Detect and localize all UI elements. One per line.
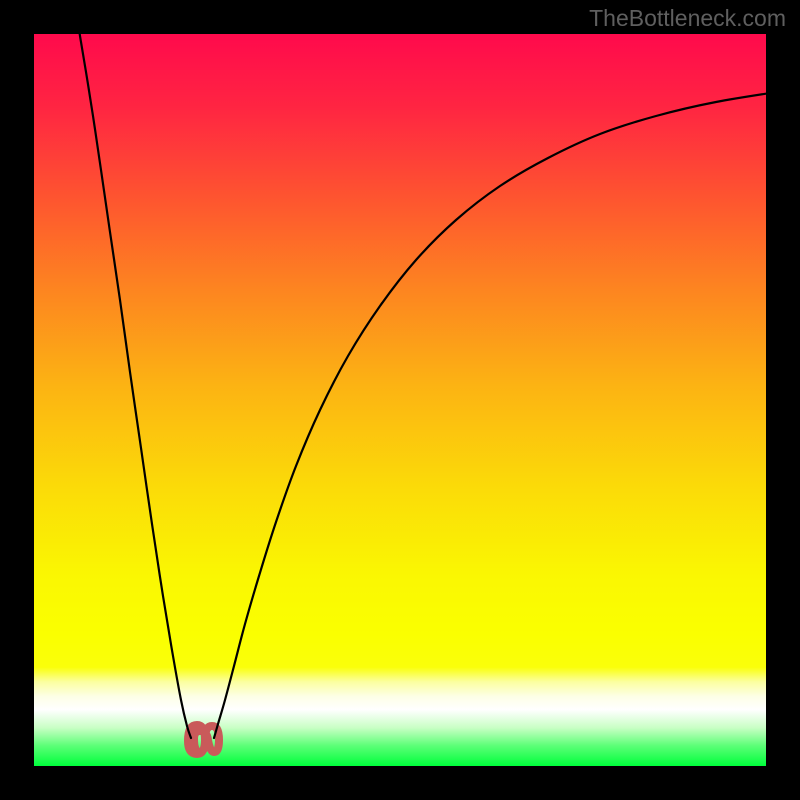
valley-marker — [188, 725, 219, 754]
watermark-text: TheBottleneck.com — [589, 5, 786, 32]
left-curve — [76, 10, 191, 738]
right-curve — [214, 90, 790, 738]
curve-overlay — [0, 0, 800, 800]
chart-stage: TheBottleneck.com — [0, 0, 800, 800]
